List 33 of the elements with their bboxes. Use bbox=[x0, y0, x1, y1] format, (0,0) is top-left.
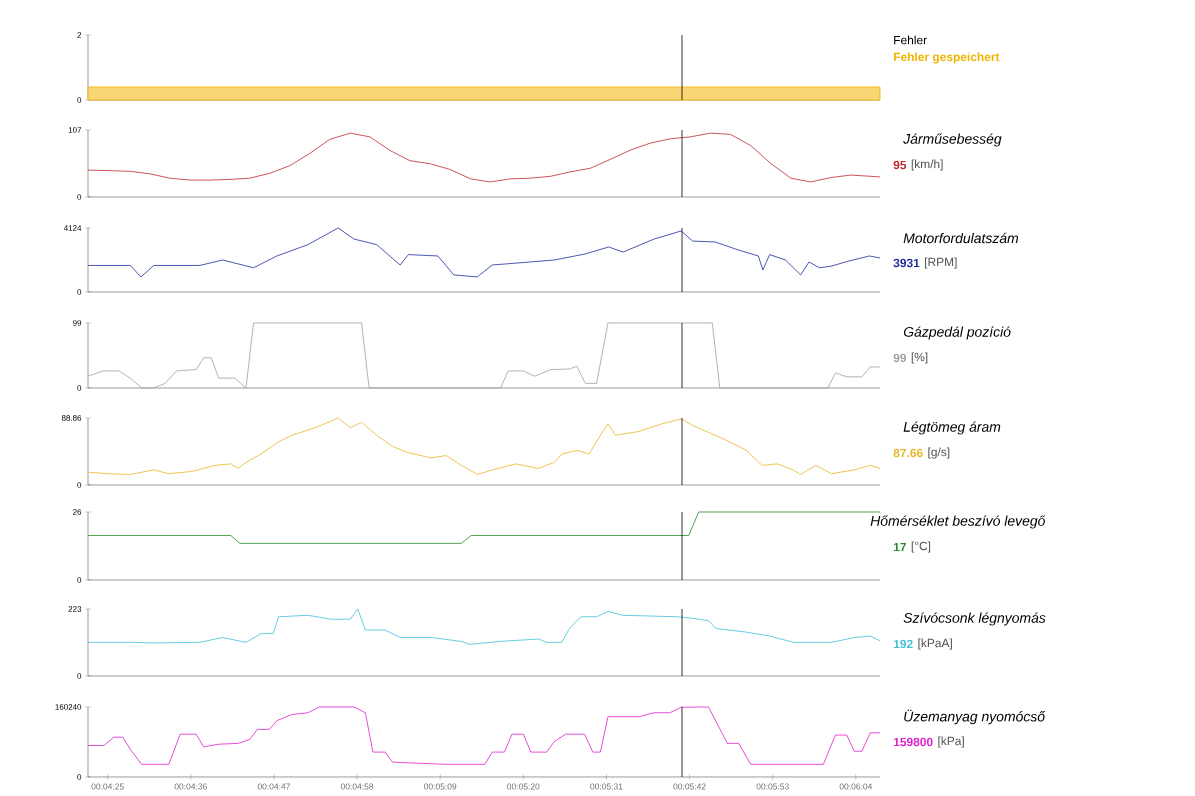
text: 95 bbox=[893, 160, 907, 170]
text: 87.66 bbox=[893, 448, 923, 458]
text: Üzemanyag nyomócső bbox=[904, 709, 1046, 725]
text: [RPM] bbox=[925, 257, 957, 269]
x-tick-label: 00:04:47 bbox=[257, 783, 290, 790]
text: Fehler bbox=[894, 35, 927, 45]
text: 159800 bbox=[893, 737, 933, 747]
text: Szívócsonk légnyomás bbox=[903, 612, 1046, 626]
x-tick-label: 00:04:25 bbox=[91, 783, 124, 790]
text: [kPaA] bbox=[918, 638, 952, 650]
x-tick-label: 00:04:58 bbox=[340, 783, 374, 790]
x-tick-label: 00:05:53 bbox=[756, 783, 789, 790]
x-tick-label: 00:05:09 bbox=[424, 783, 457, 790]
text: [°C] bbox=[911, 541, 931, 553]
x-tick-label: 00:05:20 bbox=[507, 783, 540, 790]
text: 17 bbox=[893, 542, 906, 552]
text: Járműsebesség bbox=[903, 133, 1002, 147]
text: [%] bbox=[911, 352, 928, 364]
text: Légtömeg áram bbox=[903, 421, 1001, 435]
x-tick-label: 00:05:31 bbox=[590, 783, 623, 790]
text: [g/s] bbox=[928, 447, 950, 459]
annotation: Hőmérséklet beszívó levegő bbox=[870, 515, 1046, 529]
x-tick-label: 00:04:36 bbox=[174, 783, 207, 790]
text: Motorfordulatszám bbox=[903, 232, 1019, 244]
x-tick-label: 00:06:04 bbox=[839, 783, 873, 790]
text: Gázpedál pozíció bbox=[903, 326, 1011, 340]
text: Fehler gespeichert bbox=[894, 52, 1000, 64]
text: 3931 bbox=[893, 258, 920, 268]
x-tick-label: 00:05:42 bbox=[673, 783, 706, 790]
text: [kPa] bbox=[938, 736, 964, 748]
text: 99 bbox=[893, 353, 907, 363]
text: 192 bbox=[893, 639, 913, 649]
text: [km/h] bbox=[911, 159, 943, 171]
